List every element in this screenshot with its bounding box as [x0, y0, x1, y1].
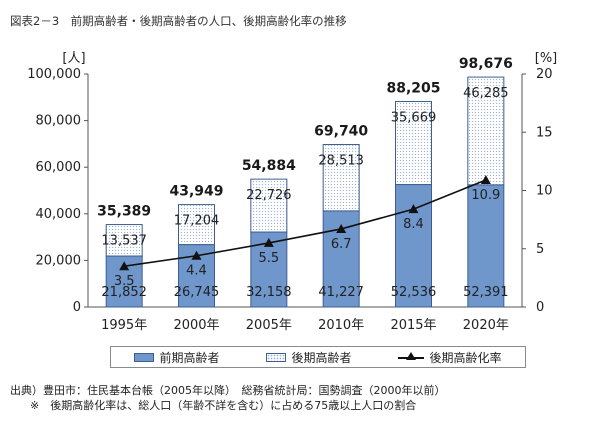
late-value-label: 17,204 [174, 214, 220, 229]
y-right-tick-label: 10 [536, 184, 553, 199]
late-value-label: 46,285 [463, 86, 509, 101]
legend-label-rate: 後期高齢化率 [429, 350, 502, 365]
source-notes: 出典）豊田市：住民基本台帳（2005年以降） 総務省統計局：国勢調査（2000年… [10, 383, 446, 413]
bar-late [467, 76, 505, 186]
x-tick-label: 1995年 [101, 318, 147, 333]
note-line: ※ 後期高齢化率は、総人口（年齢不詳を含む）に占める75歳以上人口の割合 [30, 399, 417, 412]
legend-label-early: 前期高齢者 [159, 350, 220, 365]
bar-early [467, 184, 505, 308]
x-tick-label: 2010年 [318, 318, 364, 333]
legend-swatch-early [134, 352, 155, 362]
legend-swatch-late [266, 352, 287, 362]
early-value-label: 52,536 [391, 285, 437, 300]
rate-marker [119, 261, 130, 271]
y-left-tick-label: 60,000 [36, 160, 82, 175]
source-line: 出典）豊田市：住民基本台帳（2005年以降） 総務省統計局：国勢調査（2000年… [10, 384, 446, 397]
legend-item-late: 後期高齢者 [266, 349, 352, 366]
bar-late [105, 224, 143, 257]
rate-marker [408, 204, 419, 214]
total-label: 98,676 [459, 56, 513, 72]
rate-value-label: 3.5 [114, 274, 135, 289]
rate-marker [191, 250, 202, 260]
rate-marker [263, 237, 274, 247]
y-left-tick-label: 0 [73, 300, 81, 315]
y-right-tick-label: 5 [536, 242, 544, 257]
total-label: 69,740 [314, 124, 368, 140]
late-value-label: 35,669 [391, 110, 437, 125]
total-label: 35,389 [97, 204, 151, 220]
early-value-label: 32,158 [246, 285, 292, 300]
y-left-unit: [人] [62, 51, 85, 66]
rate-marker [336, 223, 347, 233]
rate-marker [480, 175, 491, 185]
rate-value-label: 10.9 [471, 188, 500, 203]
legend: 前期高齢者 後期高齢者 後期高齢化率 [110, 346, 526, 368]
bar-late [395, 100, 432, 186]
y-right-unit: [%] [535, 51, 558, 66]
total-label: 43,949 [169, 184, 223, 200]
y-right-tick-label: 15 [536, 125, 553, 140]
bar-late [250, 178, 288, 233]
y-right-tick-label: 20 [536, 67, 553, 82]
x-tick-label: 2000年 [173, 318, 219, 333]
legend-label-late: 後期高齢者 [291, 350, 352, 365]
early-value-label: 41,227 [318, 285, 364, 300]
y-left-tick-label: 100,000 [27, 67, 81, 82]
rate-value-label: 6.7 [331, 237, 352, 252]
rate-value-label: 8.4 [403, 217, 424, 232]
late-value-label: 22,726 [246, 188, 292, 203]
y-right-tick-label: 0 [536, 300, 544, 315]
total-label: 88,205 [386, 80, 440, 96]
x-tick-label: 2015年 [390, 318, 436, 333]
figure-title: 図表2－3 前期高齢者・後期高齢者の人口、後期高齢化率の推移 [10, 14, 347, 28]
rate-value-label: 5.5 [258, 251, 279, 266]
early-value-label: 26,745 [174, 285, 220, 300]
y-left-tick-label: 40,000 [36, 207, 82, 222]
late-value-label: 13,537 [101, 234, 147, 249]
legend-item-rate: 後期高齢化率 [398, 349, 502, 366]
late-value-label: 28,513 [318, 154, 364, 169]
bar-late [322, 144, 360, 212]
triangle-line-icon [398, 352, 425, 362]
total-label: 54,884 [242, 158, 296, 174]
legend-item-early: 前期高齢者 [134, 349, 220, 366]
x-tick-label: 2005年 [246, 318, 292, 333]
rate-line [124, 179, 487, 268]
y-left-tick-label: 20,000 [36, 253, 82, 268]
early-value-label: 52,391 [463, 285, 509, 300]
chart-area: 0 20,000 40,000 60,000 80,000 100,000 0 5 10 15 20… [27, 51, 558, 333]
y-left-tick-label: 80,000 [36, 114, 82, 129]
early-value-label: 21,852 [101, 285, 147, 300]
x-tick-label: 2020年 [463, 318, 509, 333]
rate-value-label: 4.4 [186, 264, 207, 279]
